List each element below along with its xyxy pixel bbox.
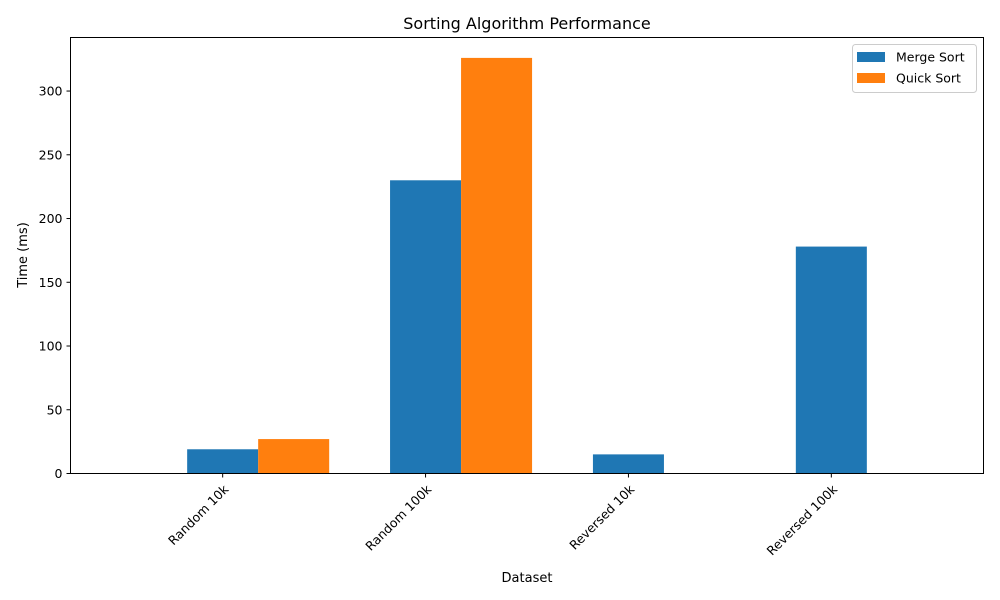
legend-swatch <box>857 52 885 62</box>
bar-merge-sort-2 <box>592 454 664 474</box>
y-tick-label: 300 <box>39 84 63 99</box>
bar-quick-sort-1 <box>461 57 533 474</box>
legend-swatch <box>857 73 885 83</box>
y-tick-label: 50 <box>47 402 63 417</box>
y-axis: 0 50 100 150 200 250 300 <box>39 84 71 481</box>
y-tick-label: 150 <box>39 275 63 290</box>
x-tick-label: Reversed 10k <box>566 481 637 552</box>
bar-merge-sort-1 <box>390 180 462 474</box>
bar-merge-sort-0 <box>187 449 259 474</box>
plot-frame <box>70 37 984 474</box>
bar-merge-sort-3 <box>795 246 867 474</box>
y-tick-label: 250 <box>39 147 63 162</box>
x-axis: Random 10k Random 100k Reversed 10k Reverse… <box>165 473 841 558</box>
x-tick-label: Reversed 100k <box>764 481 841 558</box>
y-tick-label: 0 <box>55 466 63 481</box>
x-tick-label: Random 100k <box>362 481 435 554</box>
x-tick-label: Random 10k <box>165 481 232 548</box>
legend-label: Merge Sort <box>896 50 965 65</box>
y-tick-label: 100 <box>39 339 63 354</box>
legend: Merge Sort Quick Sort <box>852 44 977 93</box>
legend-label: Quick Sort <box>896 71 961 86</box>
chart-title: Sorting Algorithm Performance <box>403 14 650 33</box>
bar-quick-sort-0 <box>258 439 330 474</box>
y-axis-label: Time (ms) <box>16 222 31 289</box>
plot-area <box>187 57 867 474</box>
x-axis-label: Dataset <box>502 571 553 586</box>
y-tick-label: 200 <box>39 211 63 226</box>
